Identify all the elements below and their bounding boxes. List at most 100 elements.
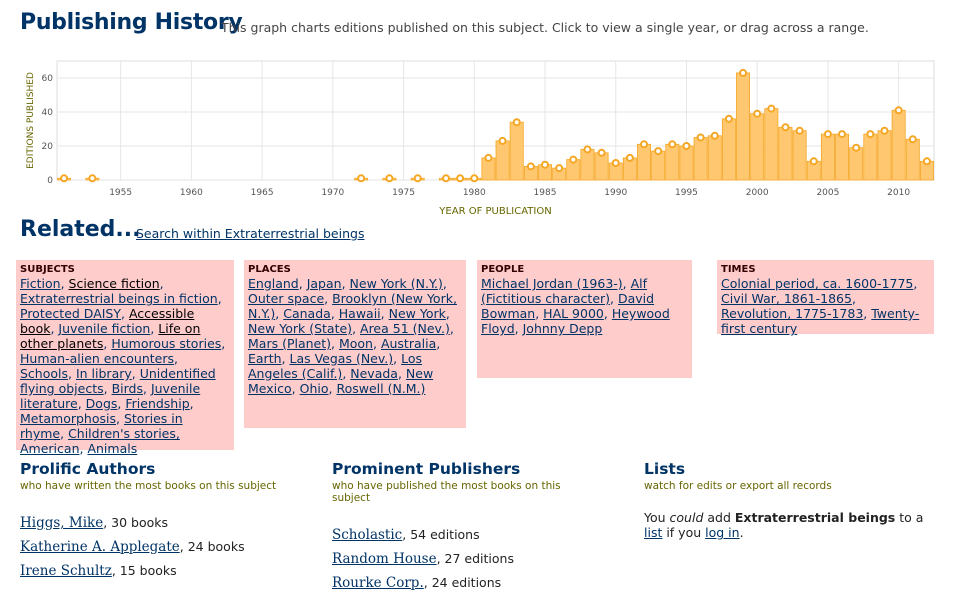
chart-point <box>611 159 620 167</box>
chart-point <box>498 136 507 145</box>
publishing-history-chart[interactable]: 0 20 40 60 1955 1960 1965 1970 1975 1980 1985 1990 1… <box>0 55 959 220</box>
time-link[interactable]: Twenty-first century <box>721 306 920 336</box>
place-link[interactable]: Los Angeles (Calif.) <box>248 351 422 381</box>
subject-link[interactable]: Metamorphosis <box>20 411 117 426</box>
subject-link[interactable]: Human-alien encounters <box>20 351 175 366</box>
chart-bar[interactable] <box>778 126 793 181</box>
subject-link[interactable]: Life on other planets <box>20 321 201 351</box>
chart-bar[interactable] <box>637 143 651 181</box>
subject-link[interactable]: Children's stories, American <box>20 426 180 456</box>
person-link[interactable]: Michael Jordan (1963-) <box>481 276 623 291</box>
place-link[interactable]: Mars (Planet) <box>248 336 332 351</box>
subject-link[interactable]: In library <box>75 366 132 381</box>
subject-link[interactable]: Juvenile literature <box>20 381 201 411</box>
place-link[interactable]: Nevada <box>350 366 398 381</box>
chart-bar[interactable] <box>877 130 892 181</box>
person-link[interactable]: Johnny Depp <box>522 321 603 336</box>
chart-bar[interactable] <box>580 149 595 181</box>
subject-link[interactable]: Friendship <box>125 396 190 411</box>
chart-bar[interactable] <box>849 147 864 181</box>
person-link[interactable]: David Bowman <box>481 291 655 321</box>
subject-link[interactable]: Humorous stories <box>111 336 222 351</box>
place-link[interactable]: Hawaii <box>338 306 381 321</box>
place-link[interactable]: Australia <box>380 336 437 351</box>
place-link[interactable]: Moon <box>338 336 373 351</box>
x-tick-label: 1970 <box>321 188 344 198</box>
chart-bar[interactable] <box>863 133 878 181</box>
chart-bar[interactable] <box>707 135 722 181</box>
publisher-name-link[interactable]: Rourke Corp. <box>332 575 424 591</box>
chart-bar[interactable] <box>905 138 920 181</box>
chart-bar[interactable] <box>495 140 510 181</box>
chart-bar[interactable] <box>693 137 708 181</box>
author-name-link[interactable]: Higgs, Mike <box>20 515 104 531</box>
place-link[interactable]: Brooklyn (New York, N.Y.) <box>248 291 457 321</box>
place-link[interactable]: England <box>248 276 299 291</box>
subject-link[interactable]: Schools <box>20 366 69 381</box>
chart-point <box>484 153 493 162</box>
subject-link[interactable]: Fiction <box>20 276 61 291</box>
place-link[interactable]: Ohio <box>299 381 329 396</box>
search-within-link[interactable]: Search within Extraterrestrial beings <box>136 226 365 241</box>
author-count: 30 books <box>111 515 169 530</box>
chart-bar[interactable] <box>509 121 524 181</box>
x-tick-label: 1985 <box>534 188 557 198</box>
subject-link[interactable]: Science fiction <box>68 276 160 291</box>
publisher-row: Scholastic, 54 editions <box>332 527 480 543</box>
y-axis-label: EDITIONS PUBLISHED <box>26 72 36 169</box>
publisher-name-link[interactable]: Random House <box>332 551 437 567</box>
chart-bar[interactable] <box>665 143 680 181</box>
x-tick-label: 1975 <box>392 188 415 198</box>
chart-bar[interactable] <box>764 108 779 181</box>
chart-bar[interactable] <box>679 145 694 181</box>
chart-bar[interactable] <box>891 109 906 181</box>
chart-bar[interactable] <box>820 133 835 181</box>
login-link[interactable]: log in <box>705 525 740 540</box>
place-link[interactable]: Canada <box>283 306 331 321</box>
related-title: Related... <box>20 217 141 242</box>
subject-link[interactable]: Unidentified flying objects <box>20 366 216 396</box>
chart-bar[interactable] <box>736 72 751 181</box>
place-link[interactable]: Japan <box>306 276 342 291</box>
subject-link[interactable]: Accessible book <box>20 306 195 336</box>
time-link[interactable]: Civil War, 1861-1865 <box>721 291 852 306</box>
chart-bar[interactable] <box>721 118 736 181</box>
list-link[interactable]: list <box>644 525 663 540</box>
subject-link[interactable]: Protected DAISY <box>20 306 122 321</box>
chart-bar[interactable] <box>651 150 666 181</box>
publisher-name-link[interactable]: Scholastic <box>332 527 403 543</box>
person-link[interactable]: Heywood Floyd <box>481 306 670 336</box>
chart-bar[interactable] <box>792 130 807 181</box>
subject-link[interactable]: Birds <box>111 381 143 396</box>
place-link[interactable]: Roswell (N.M.) <box>336 381 426 396</box>
subject-link[interactable]: Stories in rhyme <box>20 411 183 441</box>
person-link[interactable]: HAL 9000 <box>543 306 604 321</box>
place-link[interactable]: Outer space <box>248 291 325 306</box>
subject-link[interactable]: Dogs <box>85 396 118 411</box>
subject-link[interactable]: Animals <box>87 441 138 456</box>
place-link[interactable]: Las Vegas (Nev.) <box>289 351 394 366</box>
place-link[interactable]: New York (N.Y.) <box>349 276 443 291</box>
place-link[interactable]: Earth <box>248 351 282 366</box>
time-link[interactable]: Colonial period, ca. 1600-1775 <box>721 276 914 291</box>
place-link[interactable]: Area 51 (Nev.) <box>360 321 450 336</box>
place-link[interactable]: New Mexico <box>248 366 434 396</box>
lists-title: Lists <box>644 460 686 478</box>
subject-link[interactable]: Juvenile fiction <box>58 321 151 336</box>
chart-point <box>60 174 69 183</box>
people-box: PEOPLE Michael Jordan (1963-), Alf (Ficti… <box>477 260 692 378</box>
author-name-link[interactable]: Katherine A. Applegate <box>20 539 180 555</box>
time-link[interactable]: Revolution, 1775-1783 <box>721 306 864 321</box>
subject-name: Extraterrestrial beings <box>734 510 896 525</box>
subject-link[interactable]: Extraterrestrial beings in fiction <box>20 291 218 306</box>
chart-bar[interactable] <box>835 133 850 181</box>
place-link[interactable]: New York (State) <box>248 321 353 336</box>
chart-bar[interactable] <box>594 152 609 181</box>
person-link[interactable]: Alf (Fictitious character) <box>481 276 648 306</box>
author-row: Irene Schultz, 15 books <box>20 563 177 579</box>
place-link[interactable]: New York <box>388 306 446 321</box>
chart-bar[interactable] <box>750 113 765 181</box>
chart-point <box>569 155 578 164</box>
author-count: 24 books <box>187 539 245 554</box>
author-name-link[interactable]: Irene Schultz <box>20 563 112 579</box>
